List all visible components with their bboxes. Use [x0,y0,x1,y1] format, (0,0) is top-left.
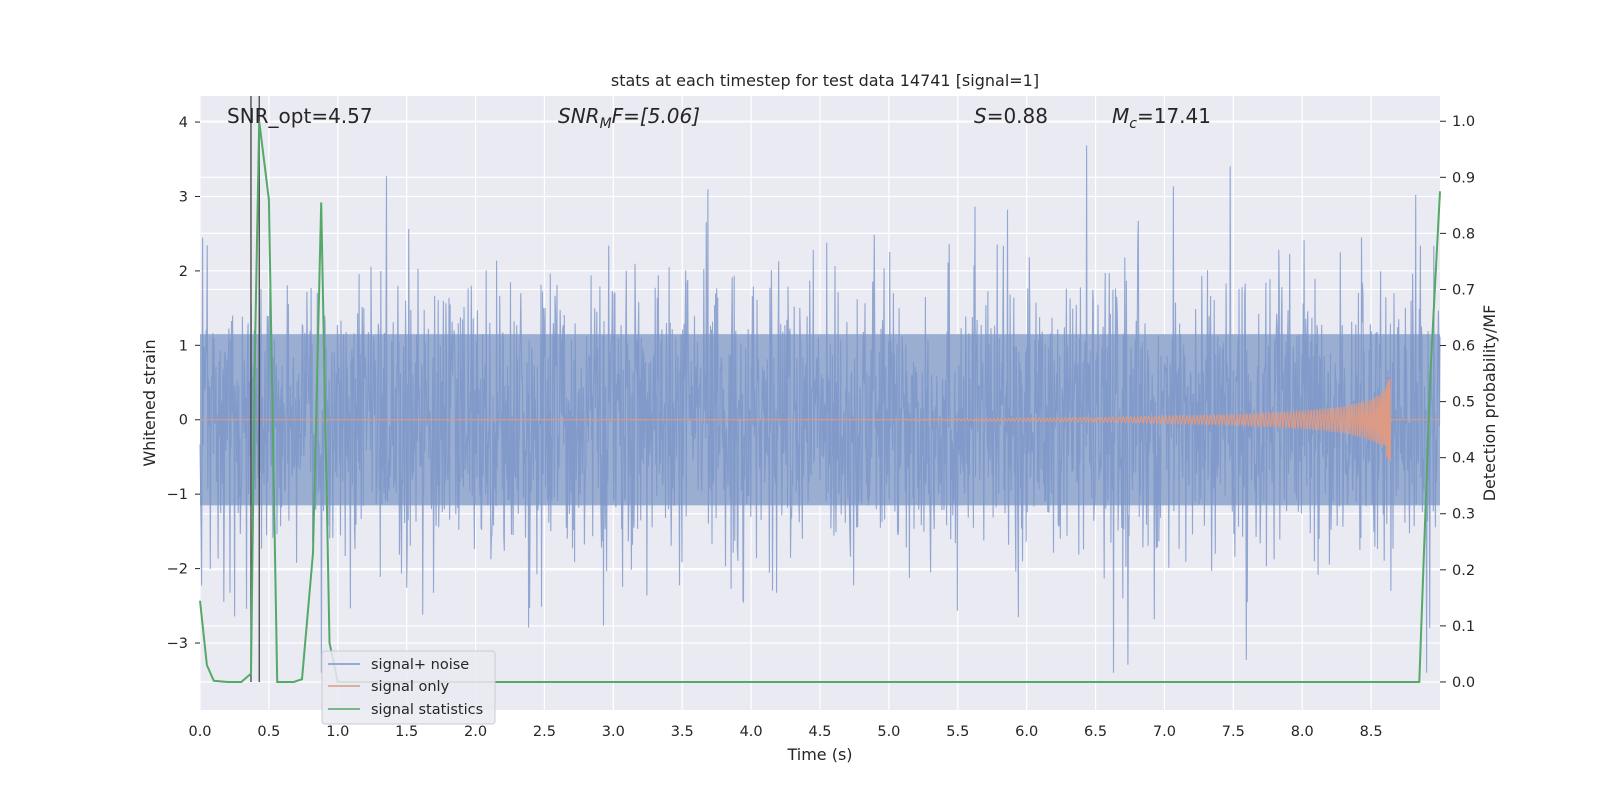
y-right-tick-4: 0.6 [1452,339,1475,355]
x-axis-label: Time (s) [786,745,852,764]
x-tick-12: 6.0 [1015,724,1038,740]
x-tick-11: 5.5 [946,724,969,740]
mc-annotation: Mc=17.41 [1112,104,1211,132]
x-tick-3: 1.5 [395,724,418,740]
mc-sub: c [1129,116,1137,132]
y-tick-1: 3 [179,189,188,205]
snr-mf-rest: F=[5.06] [612,104,700,128]
y-ticks: 4 3 2 1 0 −1 −2 −3 [167,115,200,652]
x-ticks: 0.0 0.5 1.0 1.5 2.0 2.5 3.0 3.5 4.0 4.5 5.0 5.5 6.0 6… [188,724,1382,740]
y-tick-3: 1 [179,338,188,354]
x-tick-4: 2.0 [464,724,487,740]
x-tick-17: 8.5 [1360,724,1383,740]
y-tick-6: −2 [167,562,188,578]
y-right-tick-5: 0.5 [1452,395,1475,411]
mc-rest: =17.41 [1137,104,1211,128]
snr-mf-sub: M [600,116,612,132]
y-axis-label-right: Detection probability/MF [1480,305,1499,502]
x-tick-6: 3.0 [602,724,625,740]
series-signal-statistics [199,121,1441,683]
mc-main: M [1112,104,1129,128]
snr-mf-annotation: SNRMF=[5.06] [558,104,700,132]
legend-label-signal-statistics: signal statistics [371,702,483,718]
y-right-tick-2: 0.8 [1452,226,1475,242]
signal-line [200,378,1440,461]
snr-mf-main: SNR [558,104,600,128]
x-tick-16: 8.0 [1291,724,1314,740]
y-right-tick-9: 0.1 [1452,619,1475,635]
x-tick-1: 0.5 [257,724,280,740]
y-axis-label: Whitened strain [140,339,159,466]
series-signal-only [200,378,1440,461]
x-tick-9: 4.5 [808,724,831,740]
x-tick-2: 1.0 [326,724,349,740]
s-rest: =0.88 [987,104,1048,128]
y-tick-2: 2 [179,264,188,280]
y-tick-0: 4 [179,115,188,131]
x-tick-7: 3.5 [671,724,694,740]
y-tick-7: −3 [167,636,188,652]
y-ticks-right: 1.0 0.9 0.8 0.7 0.6 0.5 0.4 0.3 0.2 0.1 0.0 [1440,114,1475,691]
x-tick-0: 0.0 [188,724,211,740]
x-tick-13: 6.5 [1084,724,1107,740]
s-annotation: S=0.88 [974,104,1048,128]
legend-label-signal-noise: signal+ noise [371,657,469,673]
y-right-tick-6: 0.4 [1452,451,1475,467]
x-tick-5: 2.5 [533,724,556,740]
legend-box [321,650,496,725]
legend: signal+ noise signal only signal statist… [321,650,496,725]
noise-line [199,145,1441,673]
s-main: S [974,104,987,128]
y-right-tick-0: 1.0 [1452,114,1475,130]
y-tick-4: 0 [179,413,188,429]
y-right-tick-7: 0.3 [1452,507,1475,523]
y-right-tick-10: 0.0 [1452,675,1475,691]
statistics-line [199,121,1441,683]
y-tick-5: −1 [167,487,188,503]
annotations: SNR_opt=4.57 SNRMF=[5.06] S=0.88 Mc=17.4… [227,104,1211,132]
x-tick-15: 7.5 [1222,724,1245,740]
snr-opt-annotation: SNR_opt=4.57 [227,104,373,128]
x-tick-14: 7.0 [1153,724,1176,740]
chart-title: stats at each timestep for test data 147… [611,71,1039,90]
x-tick-8: 4.0 [740,724,763,740]
y-right-tick-1: 0.9 [1452,170,1475,186]
legend-label-signal-only: signal only [371,679,450,695]
x-tick-10: 5.0 [877,724,900,740]
y-right-tick-8: 0.2 [1452,563,1475,579]
vertical-lines [250,96,260,682]
y-right-tick-3: 0.7 [1452,282,1475,298]
